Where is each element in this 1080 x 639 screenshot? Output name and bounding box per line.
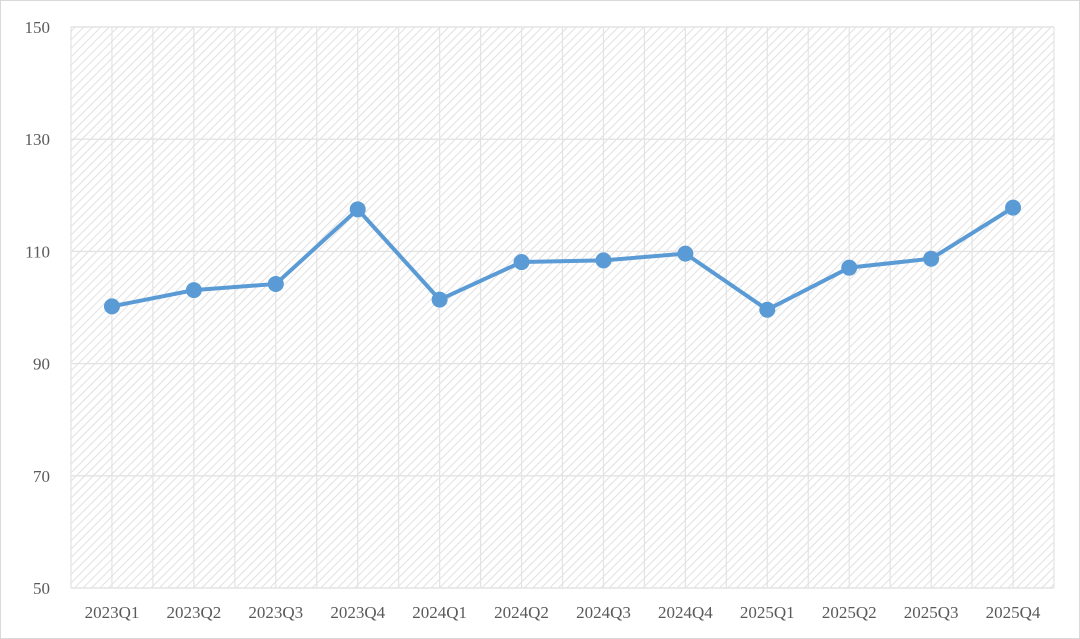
x-tick-label: 2023Q3 <box>248 603 303 622</box>
x-tick-label: 2025Q2 <box>822 603 877 622</box>
data-point <box>677 245 694 262</box>
x-tick-label: 2025Q4 <box>986 603 1041 622</box>
x-tick-label: 2024Q4 <box>658 603 713 622</box>
data-point <box>185 282 202 299</box>
data-point <box>759 301 776 318</box>
x-tick-label: 2023Q4 <box>330 603 385 622</box>
data-point <box>267 275 284 292</box>
y-tick-label: 90 <box>33 355 50 374</box>
data-point <box>595 252 612 269</box>
data-point <box>513 254 530 271</box>
data-point <box>1005 199 1022 216</box>
x-tick-label: 2025Q3 <box>904 603 959 622</box>
y-tick-label: 50 <box>33 579 50 598</box>
data-point <box>431 291 448 308</box>
series-line <box>111 205 1015 312</box>
x-tick-label: 2024Q2 <box>494 603 549 622</box>
x-tick-label: 2024Q1 <box>412 603 467 622</box>
x-tick-label: 2025Q1 <box>740 603 795 622</box>
y-tick-label: 130 <box>25 130 51 149</box>
y-tick-label: 110 <box>25 242 50 261</box>
x-tick-label: 2024Q3 <box>576 603 631 622</box>
y-tick-label: 70 <box>33 467 50 486</box>
data-point <box>349 201 366 218</box>
x-tick-label: 2023Q1 <box>85 603 140 622</box>
x-tick-label: 2023Q2 <box>166 603 221 622</box>
data-point <box>841 259 858 276</box>
y-tick-label: 150 <box>25 18 51 37</box>
data-point <box>103 298 120 315</box>
data-point <box>923 250 940 267</box>
